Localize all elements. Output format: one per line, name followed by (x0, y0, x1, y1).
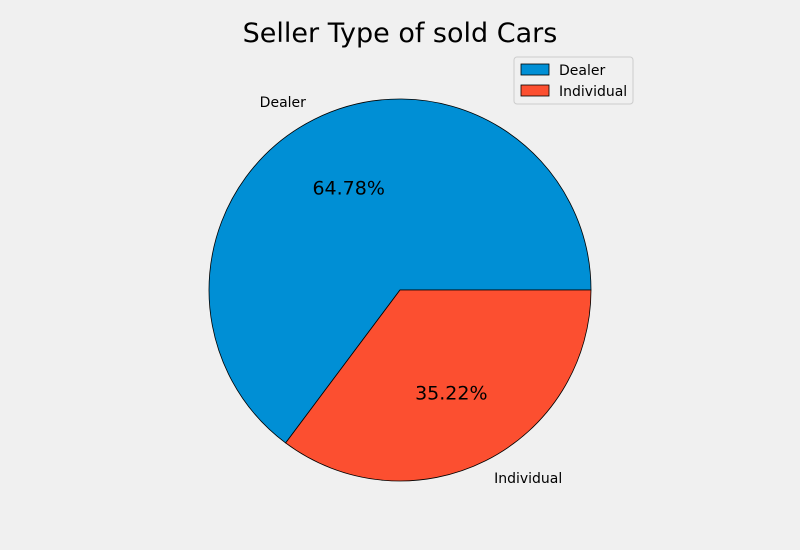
slice-label-individual: Individual (494, 471, 562, 487)
pie-labels: Dealer 64.78% Individual 35.22% (260, 95, 563, 487)
legend-label-individual: Individual (559, 84, 627, 100)
slice-percent-dealer: 64.78% (312, 178, 384, 200)
slice-percent-individual: 35.22% (415, 382, 487, 404)
legend-swatch-dealer (520, 63, 550, 76)
chart-title: Seller Type of sold Cars (243, 18, 558, 49)
legend-label-dealer: Dealer (559, 63, 605, 79)
slice-label-dealer: Dealer (260, 95, 306, 111)
pie-slice-individual (285, 289, 592, 482)
pie-slices (208, 98, 592, 482)
legend: Dealer Individual (513, 56, 634, 105)
legend-swatch-individual (520, 84, 550, 97)
pie-slice-dealer (208, 98, 592, 444)
